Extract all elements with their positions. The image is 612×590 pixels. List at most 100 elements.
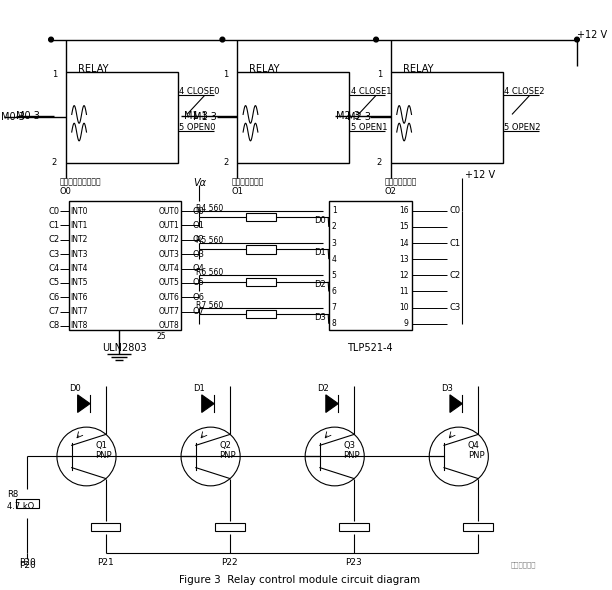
Text: 15: 15 <box>399 222 409 231</box>
Text: P20: P20 <box>19 558 35 566</box>
Text: C1: C1 <box>450 238 461 248</box>
Text: TLP521-4: TLP521-4 <box>348 343 393 353</box>
Text: 13: 13 <box>399 255 409 264</box>
Text: O3: O3 <box>193 250 204 258</box>
Text: 14: 14 <box>399 238 409 248</box>
Text: OUT4: OUT4 <box>159 264 179 273</box>
Text: C4: C4 <box>49 264 60 273</box>
Text: D1: D1 <box>193 385 204 394</box>
Text: INT3: INT3 <box>70 250 88 258</box>
Text: C2: C2 <box>49 235 60 244</box>
Text: Q3
PNP: Q3 PNP <box>343 441 360 460</box>
Text: 5 OPEN2: 5 OPEN2 <box>504 123 541 132</box>
Text: Vα: Vα <box>193 178 206 188</box>
Text: INT2: INT2 <box>70 235 88 244</box>
Text: INT1: INT1 <box>70 221 88 230</box>
Text: 3: 3 <box>332 238 337 248</box>
Text: R6 560: R6 560 <box>196 268 223 277</box>
Text: C1: C1 <box>49 221 60 230</box>
Text: OUT1: OUT1 <box>159 221 179 230</box>
Text: P20: P20 <box>19 560 35 569</box>
Text: OUT2: OUT2 <box>159 235 179 244</box>
Circle shape <box>374 37 378 42</box>
Text: INT5: INT5 <box>70 278 88 287</box>
Text: INT6: INT6 <box>70 293 88 301</box>
Text: +12 V: +12 V <box>577 31 607 41</box>
Text: O4: O4 <box>193 264 204 273</box>
Text: D3: D3 <box>314 313 326 322</box>
Text: O1: O1 <box>231 186 243 195</box>
Text: 电子工程世界: 电子工程世界 <box>511 562 537 568</box>
Polygon shape <box>326 395 338 412</box>
Text: O2: O2 <box>193 235 204 244</box>
Text: +12 V: +12 V <box>465 169 495 179</box>
Text: INT0: INT0 <box>70 206 88 215</box>
Text: Q1
PNP: Q1 PNP <box>95 441 112 460</box>
Bar <box>246 278 275 286</box>
Text: 5 OPEN0: 5 OPEN0 <box>179 123 216 132</box>
Text: 4 CLOSE2: 4 CLOSE2 <box>504 87 545 96</box>
Bar <box>329 201 411 330</box>
Text: OUT6: OUT6 <box>159 293 179 301</box>
Text: P22: P22 <box>222 558 238 566</box>
Text: 11: 11 <box>399 287 409 296</box>
Bar <box>91 523 121 531</box>
Bar <box>391 72 503 163</box>
Polygon shape <box>450 395 462 412</box>
Bar <box>246 213 275 221</box>
Text: O5: O5 <box>193 278 204 287</box>
Text: 2: 2 <box>51 158 57 168</box>
Text: D0: D0 <box>314 215 326 225</box>
Bar <box>15 499 39 507</box>
Text: Figure 3  Relay control module circuit diagram: Figure 3 Relay control module circuit di… <box>179 575 420 585</box>
Text: 7: 7 <box>332 303 337 312</box>
Text: OUT5: OUT5 <box>159 278 179 287</box>
Text: C7: C7 <box>48 307 60 316</box>
Text: 接空调致冷开关: 接空调致冷开关 <box>231 177 264 186</box>
Text: 2: 2 <box>377 158 382 168</box>
Text: R4 560: R4 560 <box>196 204 223 213</box>
Text: R7 560: R7 560 <box>196 301 223 310</box>
Text: C3: C3 <box>450 303 461 312</box>
Text: 1: 1 <box>377 70 382 79</box>
Circle shape <box>220 37 225 42</box>
Bar <box>237 72 349 163</box>
Text: 5: 5 <box>332 271 337 280</box>
Text: 接空调电源控制开关: 接空调电源控制开关 <box>60 177 102 186</box>
Bar <box>69 201 181 330</box>
Text: 10: 10 <box>399 303 409 312</box>
Circle shape <box>49 37 53 42</box>
Text: P21: P21 <box>97 558 114 566</box>
Text: OUT3: OUT3 <box>159 250 179 258</box>
Text: D0: D0 <box>69 385 81 394</box>
Text: 25: 25 <box>157 332 166 340</box>
Text: D1: D1 <box>314 248 326 257</box>
Text: 1: 1 <box>223 70 228 79</box>
Text: 16: 16 <box>399 206 409 215</box>
Text: 2: 2 <box>223 158 228 168</box>
Polygon shape <box>78 395 90 412</box>
Text: 2: 2 <box>332 222 337 231</box>
Bar <box>463 523 493 531</box>
Text: RELAY: RELAY <box>78 64 108 74</box>
Text: C5: C5 <box>49 278 60 287</box>
Circle shape <box>575 37 580 42</box>
Text: 8: 8 <box>332 319 337 328</box>
Text: 接空调致热开关: 接空调致热开关 <box>385 177 417 186</box>
Text: D3: D3 <box>441 385 453 394</box>
Bar <box>246 310 275 318</box>
Text: INT8: INT8 <box>70 322 88 330</box>
Text: M0 3: M0 3 <box>1 112 24 122</box>
Text: OUT8: OUT8 <box>159 322 179 330</box>
Bar <box>215 523 245 531</box>
Text: OUT7: OUT7 <box>159 307 179 316</box>
Text: RELAY: RELAY <box>403 64 433 74</box>
Text: 4 CLOSE0: 4 CLOSE0 <box>179 87 220 96</box>
Text: 9: 9 <box>404 319 409 328</box>
Text: R5 560: R5 560 <box>196 236 223 245</box>
Text: C0: C0 <box>450 206 461 215</box>
Text: O2: O2 <box>385 186 397 195</box>
Bar <box>66 72 178 163</box>
Text: O1: O1 <box>193 221 204 230</box>
Text: 12: 12 <box>399 271 409 280</box>
